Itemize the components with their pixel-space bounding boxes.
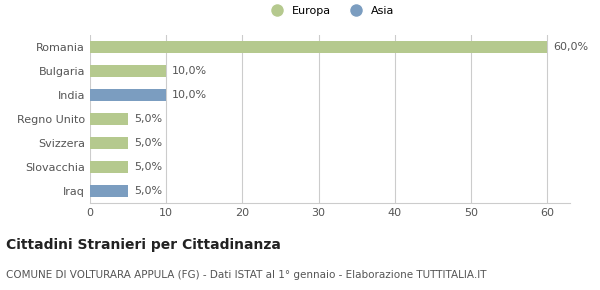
Text: Cittadini Stranieri per Cittadinanza: Cittadini Stranieri per Cittadinanza	[6, 238, 281, 252]
Legend: Europa, Asia: Europa, Asia	[263, 3, 397, 18]
Text: COMUNE DI VOLTURARA APPULA (FG) - Dati ISTAT al 1° gennaio - Elaborazione TUTTIT: COMUNE DI VOLTURARA APPULA (FG) - Dati I…	[6, 270, 487, 280]
Text: 5,0%: 5,0%	[134, 114, 163, 124]
Bar	[90, 185, 128, 197]
Text: 10,0%: 10,0%	[172, 90, 208, 100]
Bar	[90, 137, 128, 149]
Text: 5,0%: 5,0%	[134, 186, 163, 196]
Bar	[90, 113, 128, 125]
Bar	[90, 161, 128, 173]
Bar	[90, 65, 166, 77]
Text: 60,0%: 60,0%	[553, 42, 589, 52]
Text: 5,0%: 5,0%	[134, 138, 163, 148]
Text: 5,0%: 5,0%	[134, 162, 163, 172]
Bar	[90, 89, 166, 101]
Bar	[90, 41, 547, 53]
Text: 10,0%: 10,0%	[172, 66, 208, 76]
